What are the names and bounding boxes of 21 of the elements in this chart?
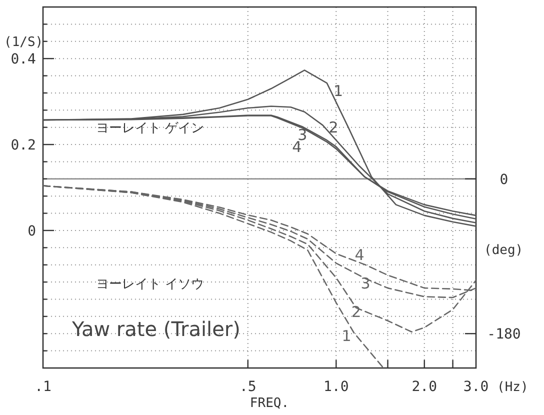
y2-tick-label: 0	[500, 172, 508, 188]
y2-tick-label: -180	[487, 326, 521, 343]
x-axis-title: FREQ.	[250, 396, 290, 411]
x-tick-label: 3.0	[463, 379, 489, 395]
x-tick-label: .5	[239, 379, 256, 395]
annotation: ヨーレイト イソウ	[96, 277, 204, 292]
x-tick-label: 2.0	[412, 379, 438, 395]
y2-axis-title: (deg)	[484, 243, 524, 258]
series-label: 2	[328, 118, 338, 136]
series-label: 1	[333, 82, 344, 100]
y-tick-label: 0	[28, 223, 36, 240]
y-tick-label: 0.4	[10, 52, 36, 68]
x-tick-label: 1.0	[323, 379, 349, 395]
y-axis-title: (1/S)	[4, 35, 44, 50]
series-label: 4	[354, 246, 364, 264]
series-label: 1	[342, 327, 352, 346]
y-tick-label: 0.2	[10, 138, 36, 154]
annotation: ヨーレイト ゲイン	[96, 121, 204, 136]
x-tick-label: .1	[34, 379, 52, 395]
text: Yaw rate (Trailer)	[71, 317, 240, 341]
text: (Hz)	[497, 380, 528, 395]
